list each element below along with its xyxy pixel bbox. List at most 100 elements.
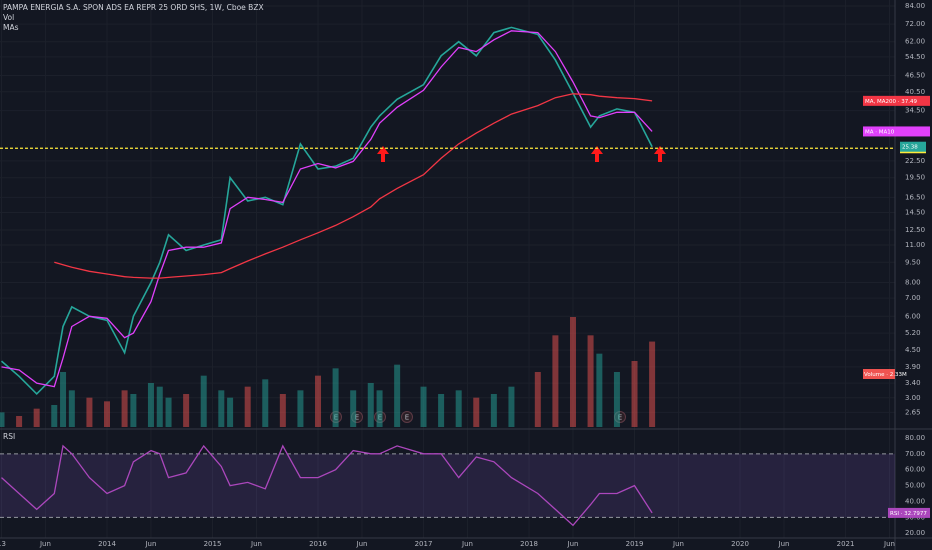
y-tick-label: 4.50 [905,346,921,354]
x-tick-label: 2015 [204,540,222,548]
volume-label: Volume · 2.33M [864,372,907,378]
volume-bar [262,379,269,427]
earnings-label: E [405,414,409,422]
x-tick-label: Jun [461,540,473,548]
earnings-label: E [618,414,622,422]
y-tick-label: 46.50 [905,72,925,80]
y-tick-label: 40.00 [905,497,925,505]
volume-bar [394,364,401,427]
arrow [377,146,389,162]
volume-bar [227,397,234,427]
y-tick-label: 3.40 [905,379,921,387]
x-tick-label: Jun [883,540,895,548]
y-tick-label: 12.50 [905,226,925,234]
volume-bar [367,383,374,427]
y-tick-label: 9.50 [905,258,921,266]
x-tick-label: 2020 [731,540,749,548]
y-tick-label: 20.00 [905,529,925,537]
x-tick-label: 2019 [626,540,644,548]
x-tick-label: Jun [250,540,262,548]
volume-bar [613,372,620,427]
y-tick-label: 8.00 [905,278,921,286]
volume-bar [86,397,93,427]
x-tick-label: Jun [356,540,368,548]
volume-bar [279,394,286,427]
volume-bar [438,394,445,427]
volume-bar [649,341,656,427]
volume-bar [631,361,638,427]
earnings-label: E [355,414,359,422]
volume-bar [332,368,339,427]
value-label: 25.38 [902,145,918,151]
series-line [0,26,653,396]
volume-bar [104,401,111,427]
y-tick-label: 3.90 [905,363,921,371]
x-tick-label: 2021 [837,540,855,548]
y-tick-label: 40.50 [905,88,925,96]
arrow [591,146,603,162]
y-tick-label: 54.50 [905,53,925,61]
legend-item: Vol [3,13,14,22]
x-tick-label: 2016 [309,540,327,548]
rsi-band [0,453,895,518]
volume-bar [33,408,40,427]
series-line [1,444,653,527]
y-tick-label: 22.50 [905,157,925,165]
volume-bar [147,383,154,427]
volume-bar [508,386,515,427]
pane-title: RSI [3,432,15,441]
rsi-label-bg [888,507,930,518]
volume-bar [596,353,603,427]
value-label: MA · MA10 [865,129,895,135]
volume-bar [218,390,225,427]
volume-bar [490,394,497,427]
y-tick-label: 84.00 [905,2,925,10]
x-tick-label: Jun [144,540,156,548]
volume-bar [534,372,541,427]
legend-item: MAs [3,23,19,32]
earnings-marker [401,411,413,423]
y-tick-label: 72.00 [905,20,925,28]
volume-bar [200,375,207,427]
y-tick-label: 62.00 [905,38,925,46]
x-tick-label: 2017 [415,540,433,548]
volume-bar [165,397,172,427]
y-tick-label: 80.00 [905,434,925,442]
chart-title: PAMPA ENERGIA S.A. SPON ADS EA REPR 25 O… [3,3,264,12]
volume-bar [376,390,383,427]
y-tick-label: 14.50 [905,209,925,217]
volume-bar [455,390,462,427]
volume-bar [0,412,5,427]
x-tick-label: Jun [672,540,684,548]
volume-bar [420,386,427,427]
value-label: MA, MA200 · 37.49 [865,99,918,105]
series-line [1,30,653,388]
volume-bar [587,335,594,427]
volume-bar [16,416,23,427]
y-tick-label: 34.50 [905,107,925,115]
x-tick-label: 13 [0,540,6,548]
volume-bar [60,372,67,427]
y-tick-label: 19.50 [905,174,925,182]
rsi-label: RSI · 32.7977 [890,511,927,517]
value-label-bg [900,141,926,152]
signal-arrows [377,146,666,162]
value-label-bg [863,126,930,137]
x-tick-label: Jun [778,540,790,548]
volume-bar [297,390,304,427]
y-tick-label: 2.65 [905,408,921,416]
y-tick-label: 5.20 [905,329,921,337]
volume-bar [552,335,559,427]
volume-bar [569,317,576,427]
y-tick-label: 70.00 [905,450,925,458]
y-tick-label: 6.00 [905,312,921,320]
volume-bar [244,386,251,427]
y-tick-label: 11.00 [905,241,925,249]
volume-bar [183,394,190,427]
y-tick-label: 60.00 [905,466,925,474]
y-tick-label: 7.00 [905,294,921,302]
volume-bar [130,394,137,427]
volume-bar [51,405,58,427]
volume-bar [68,390,75,427]
